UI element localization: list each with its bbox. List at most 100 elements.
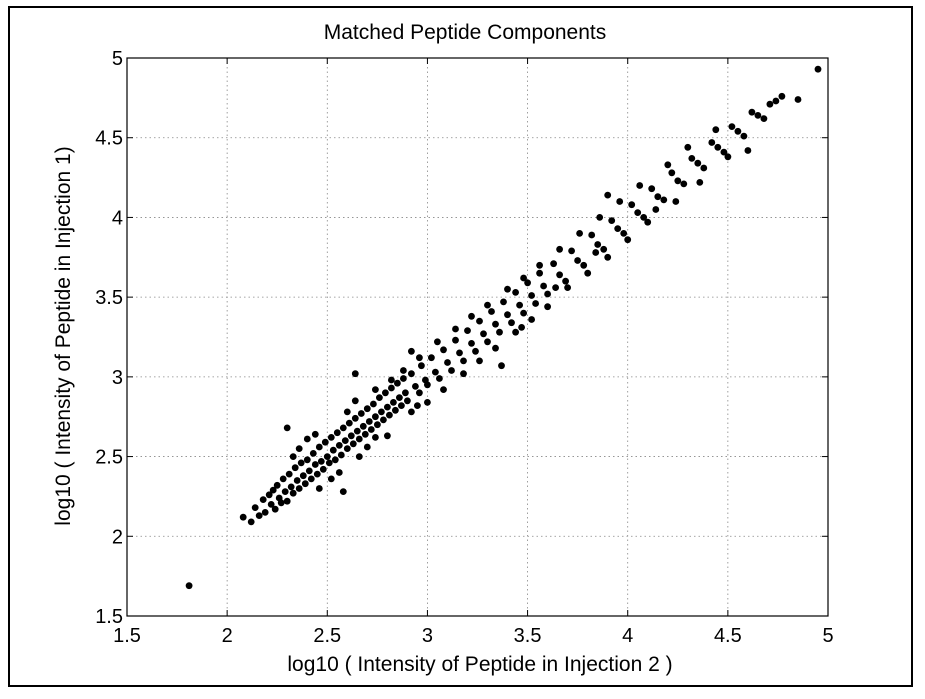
- data-point: [313, 470, 321, 478]
- data-point: [492, 320, 499, 328]
- data-point: [303, 456, 311, 464]
- data-point: [766, 100, 774, 108]
- axis-ticks: 1.5 2 2.5 3 3.5 4 4.5 5 1.5 2 2.5 3 3.5 4 4.5 5: [95, 48, 833, 647]
- data-point: [339, 424, 347, 432]
- data-point: [327, 475, 335, 483]
- data-point: [414, 402, 421, 409]
- data-point: [424, 399, 431, 406]
- data-point: [468, 312, 475, 320]
- data-point: [327, 434, 335, 441]
- data-point: [400, 367, 407, 374]
- data-point: [740, 132, 748, 140]
- data-point: [512, 328, 519, 336]
- data-point: [384, 403, 391, 411]
- data-point: [744, 147, 752, 154]
- data-point: [604, 191, 612, 199]
- data-point: [648, 185, 656, 193]
- data-point: [291, 464, 299, 472]
- data-point: [295, 445, 303, 452]
- data-point: [520, 274, 527, 282]
- data-point: [492, 344, 499, 352]
- data-point: [400, 375, 407, 382]
- x-tick-label: 5: [822, 625, 833, 647]
- data-point: [408, 370, 415, 378]
- data-point: [700, 164, 708, 172]
- data-point: [524, 279, 531, 287]
- data-point: [552, 284, 559, 291]
- data-point: [688, 155, 696, 162]
- data-point: [468, 340, 475, 347]
- data-point: [484, 301, 491, 309]
- data-point: [680, 180, 688, 188]
- data-point: [349, 440, 357, 448]
- y-tick-label: 2: [112, 526, 123, 548]
- chart-title: Matched Peptide Components: [324, 21, 607, 44]
- data-point: [372, 386, 379, 393]
- data-point: [608, 217, 616, 225]
- data-point: [390, 399, 397, 406]
- data-point: [355, 453, 363, 460]
- data-point: [309, 450, 317, 457]
- data-point: [394, 379, 401, 387]
- data-point: [456, 349, 463, 357]
- data-point: [728, 123, 736, 130]
- data-point: [476, 317, 483, 325]
- data-point: [696, 179, 704, 186]
- data-point: [708, 139, 716, 146]
- data-point: [444, 359, 451, 366]
- data-point: [408, 408, 415, 416]
- data-point: [301, 480, 309, 488]
- data-point: [261, 509, 269, 516]
- data-point: [720, 148, 728, 156]
- data-point: [614, 225, 622, 233]
- data-point: [259, 496, 267, 503]
- data-point: [480, 330, 487, 338]
- x-axis-title: log10 ( Intensity of Peptide in Injectio…: [287, 653, 672, 676]
- data-point: [347, 432, 355, 440]
- x-tick-label: 3.5: [514, 625, 542, 647]
- data-point: [283, 497, 291, 505]
- data-point: [580, 261, 588, 269]
- data-point: [664, 161, 672, 169]
- data-point: [365, 418, 373, 425]
- data-point: [504, 311, 511, 319]
- data-point: [734, 127, 742, 135]
- data-point: [536, 261, 543, 269]
- data-point: [428, 354, 435, 362]
- data-point: [295, 485, 303, 492]
- data-point: [357, 410, 365, 417]
- data-point: [772, 97, 780, 105]
- data-point: [684, 143, 692, 151]
- data-point: [424, 381, 431, 389]
- data-point: [778, 92, 786, 100]
- data-point: [271, 505, 279, 513]
- data-point: [351, 414, 359, 422]
- data-points: [185, 65, 822, 590]
- data-point: [712, 126, 720, 134]
- data-point: [672, 198, 680, 205]
- data-point: [283, 424, 291, 432]
- data-point: [616, 198, 624, 205]
- data-point: [508, 319, 515, 327]
- data-point: [460, 370, 467, 378]
- data-point: [544, 303, 551, 311]
- data-point: [321, 438, 329, 446]
- data-point: [518, 324, 525, 331]
- data-point: [307, 475, 315, 483]
- data-point: [540, 282, 547, 290]
- data-point: [794, 96, 802, 103]
- y-tick-label: 4.5: [95, 128, 123, 150]
- data-point: [556, 271, 563, 279]
- data-point: [341, 437, 349, 444]
- data-point: [556, 245, 563, 253]
- data-point: [337, 451, 345, 459]
- data-point: [269, 486, 277, 494]
- data-point: [247, 518, 255, 526]
- data-point: [311, 461, 319, 468]
- data-point: [476, 357, 483, 365]
- y-tick-label: 5: [112, 48, 123, 70]
- data-point: [343, 408, 351, 416]
- data-point: [576, 230, 583, 237]
- data-point: [448, 367, 455, 374]
